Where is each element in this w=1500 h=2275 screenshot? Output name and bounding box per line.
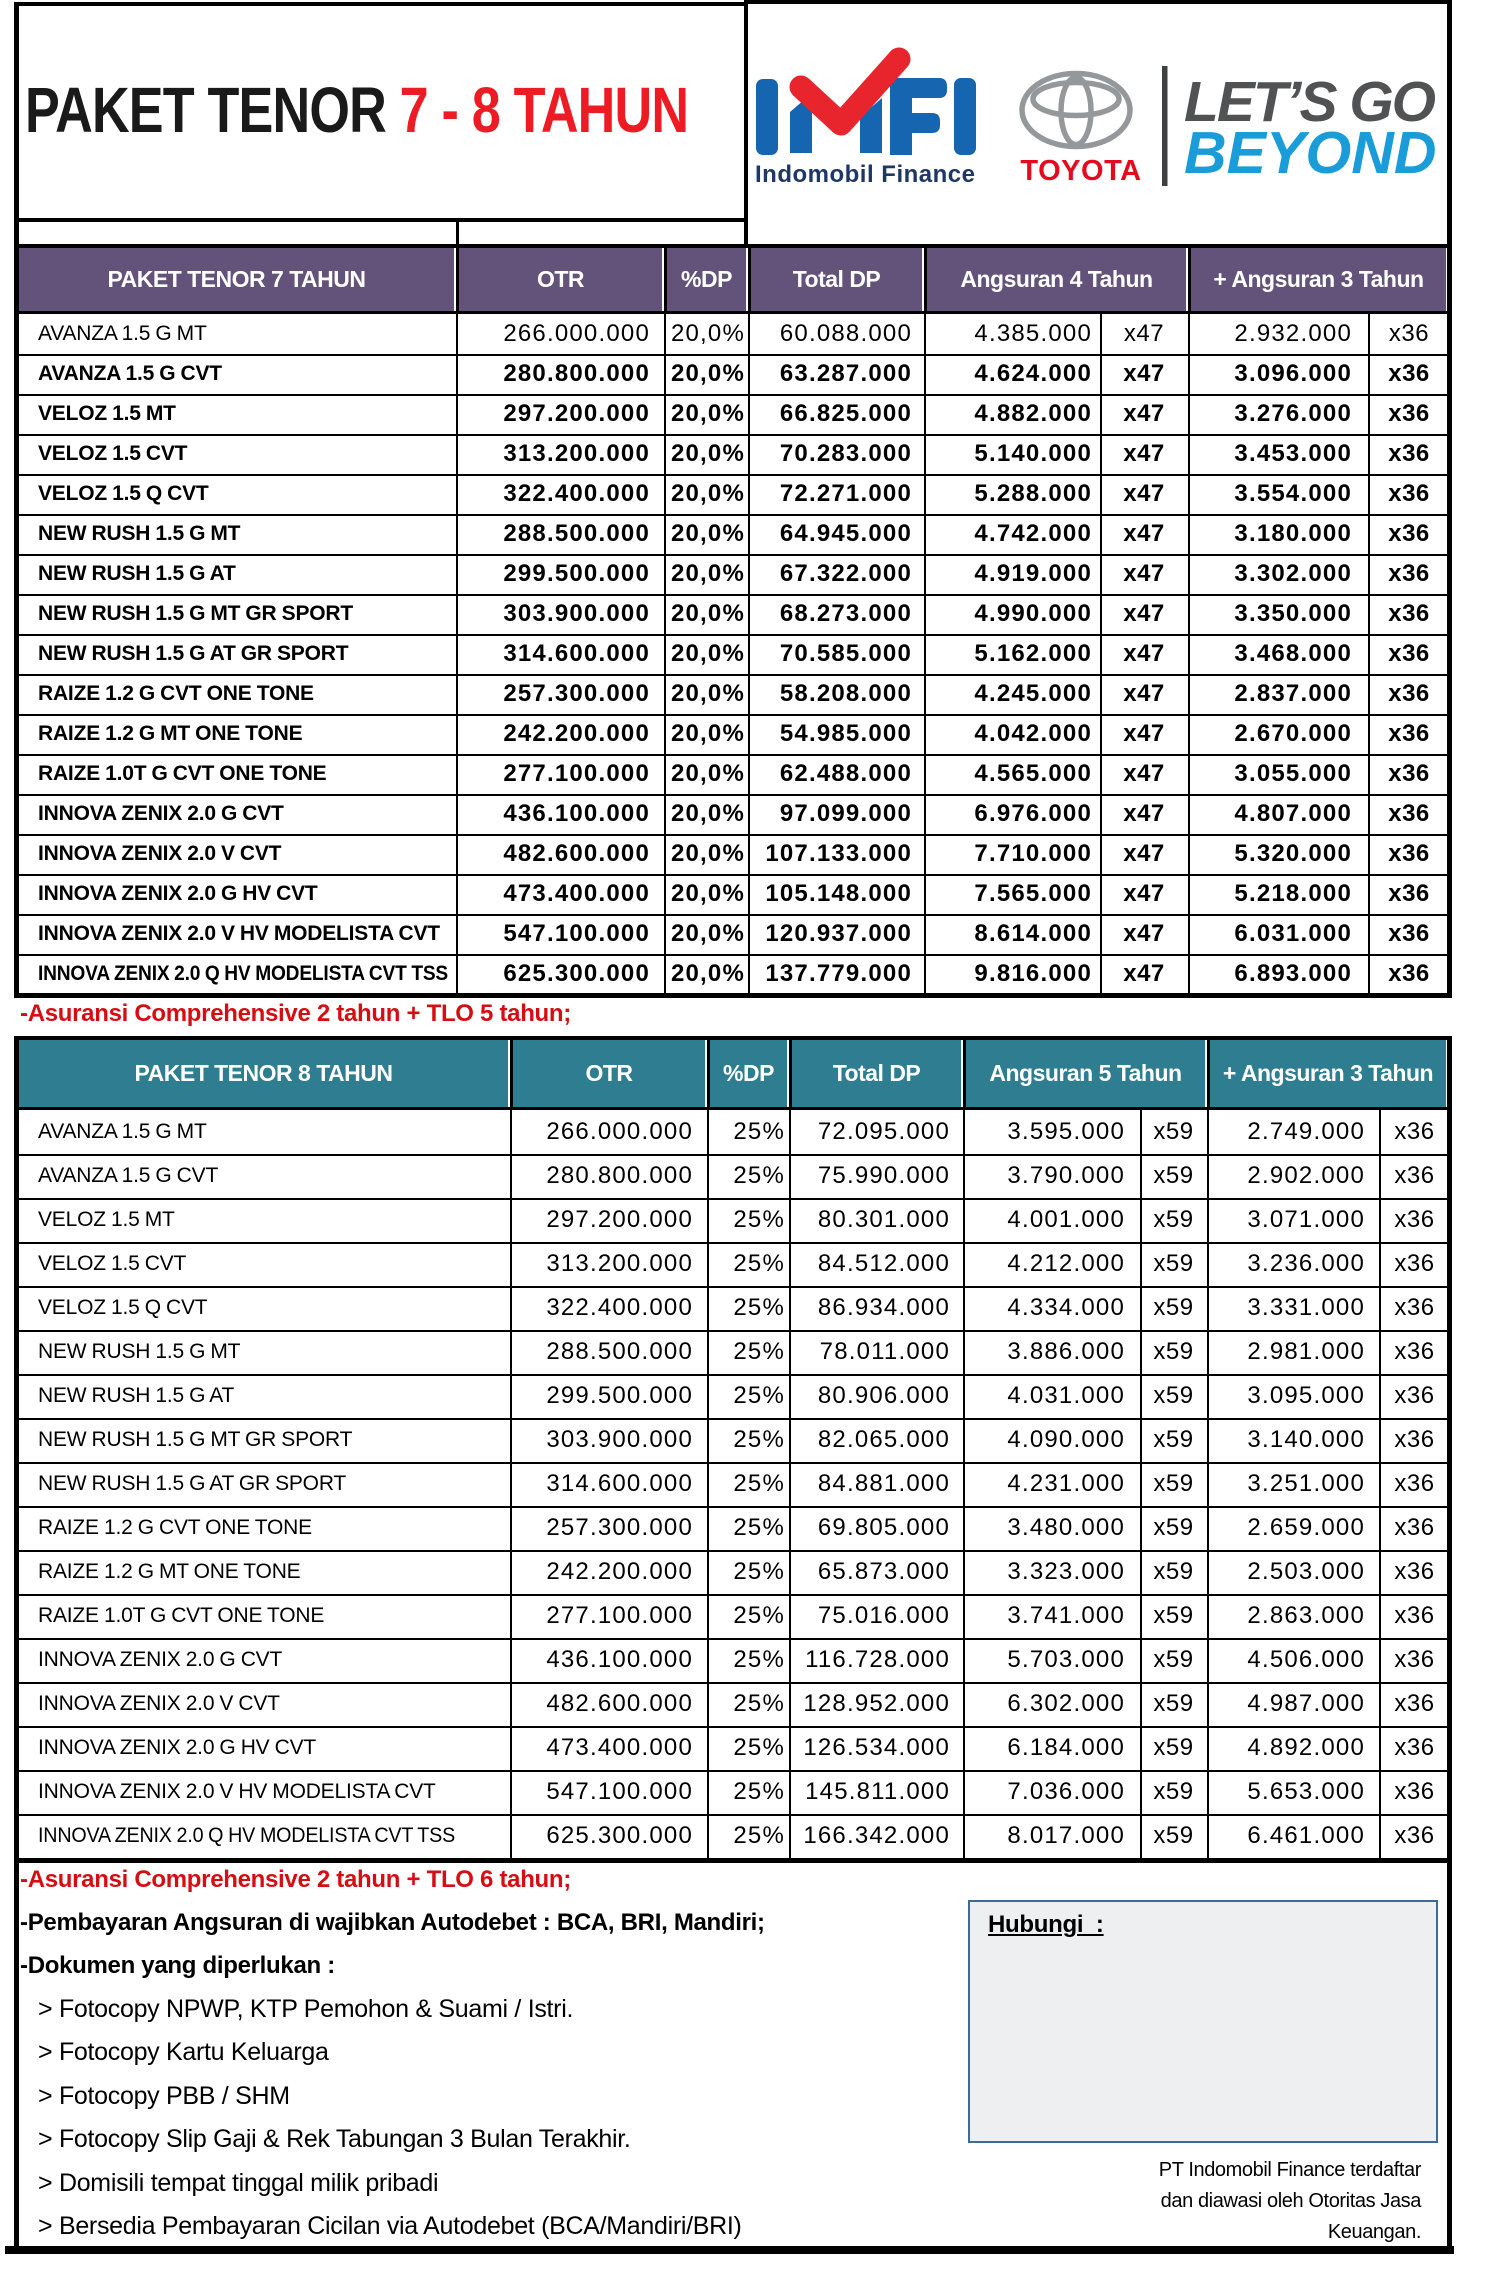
svg-text:BEYOND: BEYOND: [1184, 120, 1436, 186]
svg-text:Indomobil Finance: Indomobil Finance: [755, 161, 975, 188]
svg-text:LET’S GO: LET’S GO: [1184, 70, 1436, 134]
svg-text:TOYOTA: TOYOTA: [1020, 155, 1141, 187]
